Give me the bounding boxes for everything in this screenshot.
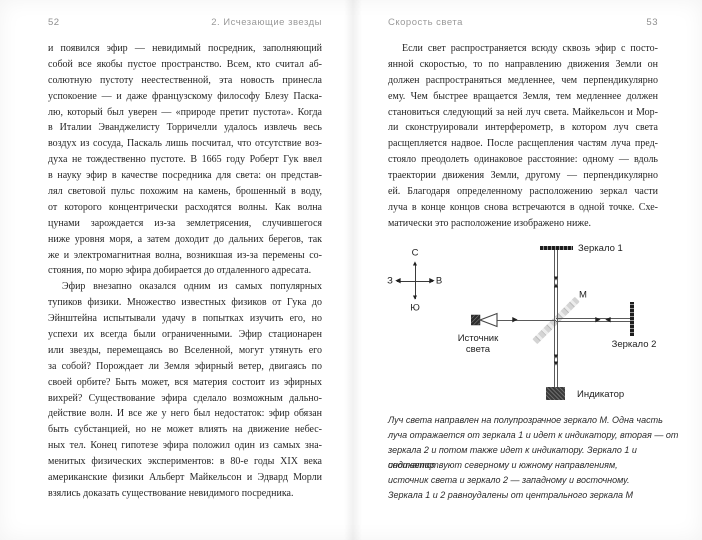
text-line: от которого концентрически расходятся во…: [48, 201, 322, 213]
horizontal-beam-line-left: [497, 319, 556, 321]
arrow-right-icon: ▶: [512, 316, 518, 324]
text-line: своей орбите? Быть может, вся материя со…: [48, 376, 322, 388]
text-line: успехи их всегда были ограниченными. Эфи…: [48, 329, 322, 341]
paragraph: и появился эфир — невидимый посредник, з…: [48, 41, 322, 279]
light-source-label: Источник света: [447, 333, 509, 355]
text-line: ей. Благодаря определенному расположению…: [388, 186, 658, 198]
text-line: ему. Чем быстрее вращается Земля, тем ме…: [388, 90, 658, 102]
text-line: вихрей? Существование эфира сделало возм…: [48, 392, 322, 404]
text-line: в науку эфир в качестве посредника для с…: [48, 170, 322, 182]
mirror2-bar: [630, 302, 634, 336]
arrow-up-icon: ▲: [411, 260, 419, 268]
mirror1-bar: [540, 246, 573, 250]
text-line: стояния, по морю эфира добирается до отд…: [48, 265, 312, 277]
figure-caption: Луч света направлен на полупрозрачное зе…: [388, 413, 680, 503]
running-header-left: 52 2. Исчезающие звезды: [48, 17, 322, 28]
text-line: и появился эфир — невидимый посредник, з…: [48, 43, 322, 54]
light-source-label-line1: Источник: [457, 333, 499, 344]
page-number-right: 53: [646, 17, 658, 28]
text-line: должен распространяться медленнее, чем п…: [388, 74, 658, 86]
arrow-down-icon: ▼: [552, 360, 560, 368]
compass-east-label: В: [435, 275, 443, 287]
text-line: духа не тождественно пустоте. В 1665 год…: [48, 154, 322, 166]
text-line: лял световой пульс похожим на камень, бр…: [48, 186, 322, 198]
text-line: же и электромагнитная волна, возникшая и…: [48, 249, 322, 261]
text-line: за собой? Порождает ли Земля эфирный вет…: [48, 360, 322, 372]
text-line: собой все якобы пустое пространство. Все…: [48, 58, 322, 70]
text-line: цунами зарождается из-за землетрясения, …: [48, 217, 322, 229]
text-line: Эфир внезапно оказался одним из самых по…: [62, 281, 322, 293]
text-line: тупиков физики. Множество известных физи…: [48, 297, 322, 309]
caption-line: источник света и зеркало 2 — западному и…: [388, 475, 630, 485]
text-line: ных тел. Конец гипотезе эфира положил од…: [48, 440, 322, 452]
text-line: стояло преодолеть одинаковое расстояние:…: [388, 154, 658, 166]
horizontal-beam-line-right: [556, 318, 632, 322]
text-line: лю, который был уверен — «природе претит…: [48, 106, 322, 118]
light-source-label-line2: света: [465, 344, 491, 355]
caption-line: зеркала 2 и потом также идет к индикатор…: [388, 445, 637, 470]
page-gutter-shadow: [344, 0, 362, 540]
arrow-left-icon: ◀: [395, 277, 401, 285]
chapter-title-left: 2. Исчезающие звезды: [211, 17, 322, 28]
interferometer-diagram: ▲ ▼ ◀ ▶ С Ю В З М ▶ ▼ ▲ ▶ ◀ ▼ ▼ Зеркало …: [387, 238, 667, 410]
text-line: быть субстанцией, но не может влиять на …: [48, 424, 322, 436]
text-line: американские физики Альберт Майкельсон и…: [48, 472, 322, 484]
caption-line: луча отражается от зеркала 1 и идет к ин…: [388, 430, 679, 440]
indicator-box: [546, 387, 565, 400]
text-line: матически это расположение изображено ни…: [388, 217, 592, 229]
body-text-left: и появился эфир — невидимый посредник, з…: [48, 41, 322, 502]
page-number-left: 52: [48, 17, 60, 28]
text-line: воздух из сосуда, Паскаль лишь посчитал,…: [48, 138, 322, 150]
text-line: ниже уровня моря, а затем доходит до дал…: [48, 233, 322, 245]
arrow-up-icon: ▲: [552, 282, 560, 290]
text-line: успокоение — и даже французскому философ…: [48, 90, 322, 102]
arrow-right-icon: ▶: [595, 316, 601, 324]
caption-line: Зеркала 1 и 2 равноудалены от центрально…: [388, 490, 634, 500]
paragraph: Эфир внезапно оказался одним из самых по…: [48, 279, 322, 501]
chapter-title-right: Скорость света: [388, 17, 463, 28]
text-line: становиться следующий за ней луч света. …: [388, 106, 658, 118]
arrow-down-icon: ▼: [411, 294, 419, 302]
arrow-right-icon: ▶: [429, 277, 435, 285]
mirror1-label: Зеркало 1: [578, 243, 623, 254]
text-line: солютную пустоту неестественной, эта нов…: [48, 74, 322, 86]
caption-line: соответствуют северному и южному направл…: [388, 460, 618, 470]
arrow-left-icon: ◀: [605, 316, 611, 324]
text-line: действие волн. И все же у него был недос…: [48, 408, 322, 420]
caption-line: Луч света направлен на полупрозрачное зе…: [388, 415, 663, 425]
mirror2-label: Зеркало 2: [611, 339, 657, 350]
compass-vertical-line: [414, 263, 416, 299]
paragraph: Если свет распространяется всюду сквозь …: [388, 41, 658, 232]
running-header-right: Скорость света 53: [388, 17, 658, 28]
text-line: Эйнштейна испытывали удачу в попытках из…: [48, 313, 322, 325]
beam-splitter-label: М: [579, 289, 587, 301]
text-line: янной скоростью, то по направлению движе…: [388, 58, 658, 70]
compass-north-label: С: [411, 247, 419, 259]
text-line: ли сконструировали интерферометр, в кото…: [388, 122, 658, 134]
text-line: в Италии Эванджелисту Торричелли удалось…: [48, 122, 322, 134]
text-line: расщепляется надвое. После расщепления ч…: [388, 138, 658, 150]
text-line: или звезды, перемещаясь во Вселенной, мо…: [48, 344, 322, 356]
text-line: Если свет распространяется всюду сквозь …: [402, 43, 658, 54]
arrow-down-icon: ▼: [552, 275, 560, 283]
text-line: луча в конце концов снова встречаются в …: [388, 201, 658, 213]
text-line: менитых физических экспериментов: в 80-е…: [48, 456, 322, 468]
text-line: взялись доказать существование невидимог…: [48, 487, 294, 499]
text-line: траектории движения Земли, другому — пер…: [388, 170, 658, 182]
compass-south-label: Ю: [410, 302, 420, 314]
compass-west-label: З: [387, 275, 393, 287]
body-text-right: Если свет распространяется всюду сквозь …: [388, 41, 658, 232]
arrow-down-icon: ▼: [552, 353, 560, 361]
indicator-label: Индикатор: [577, 389, 625, 400]
light-source-icon: [471, 312, 498, 328]
